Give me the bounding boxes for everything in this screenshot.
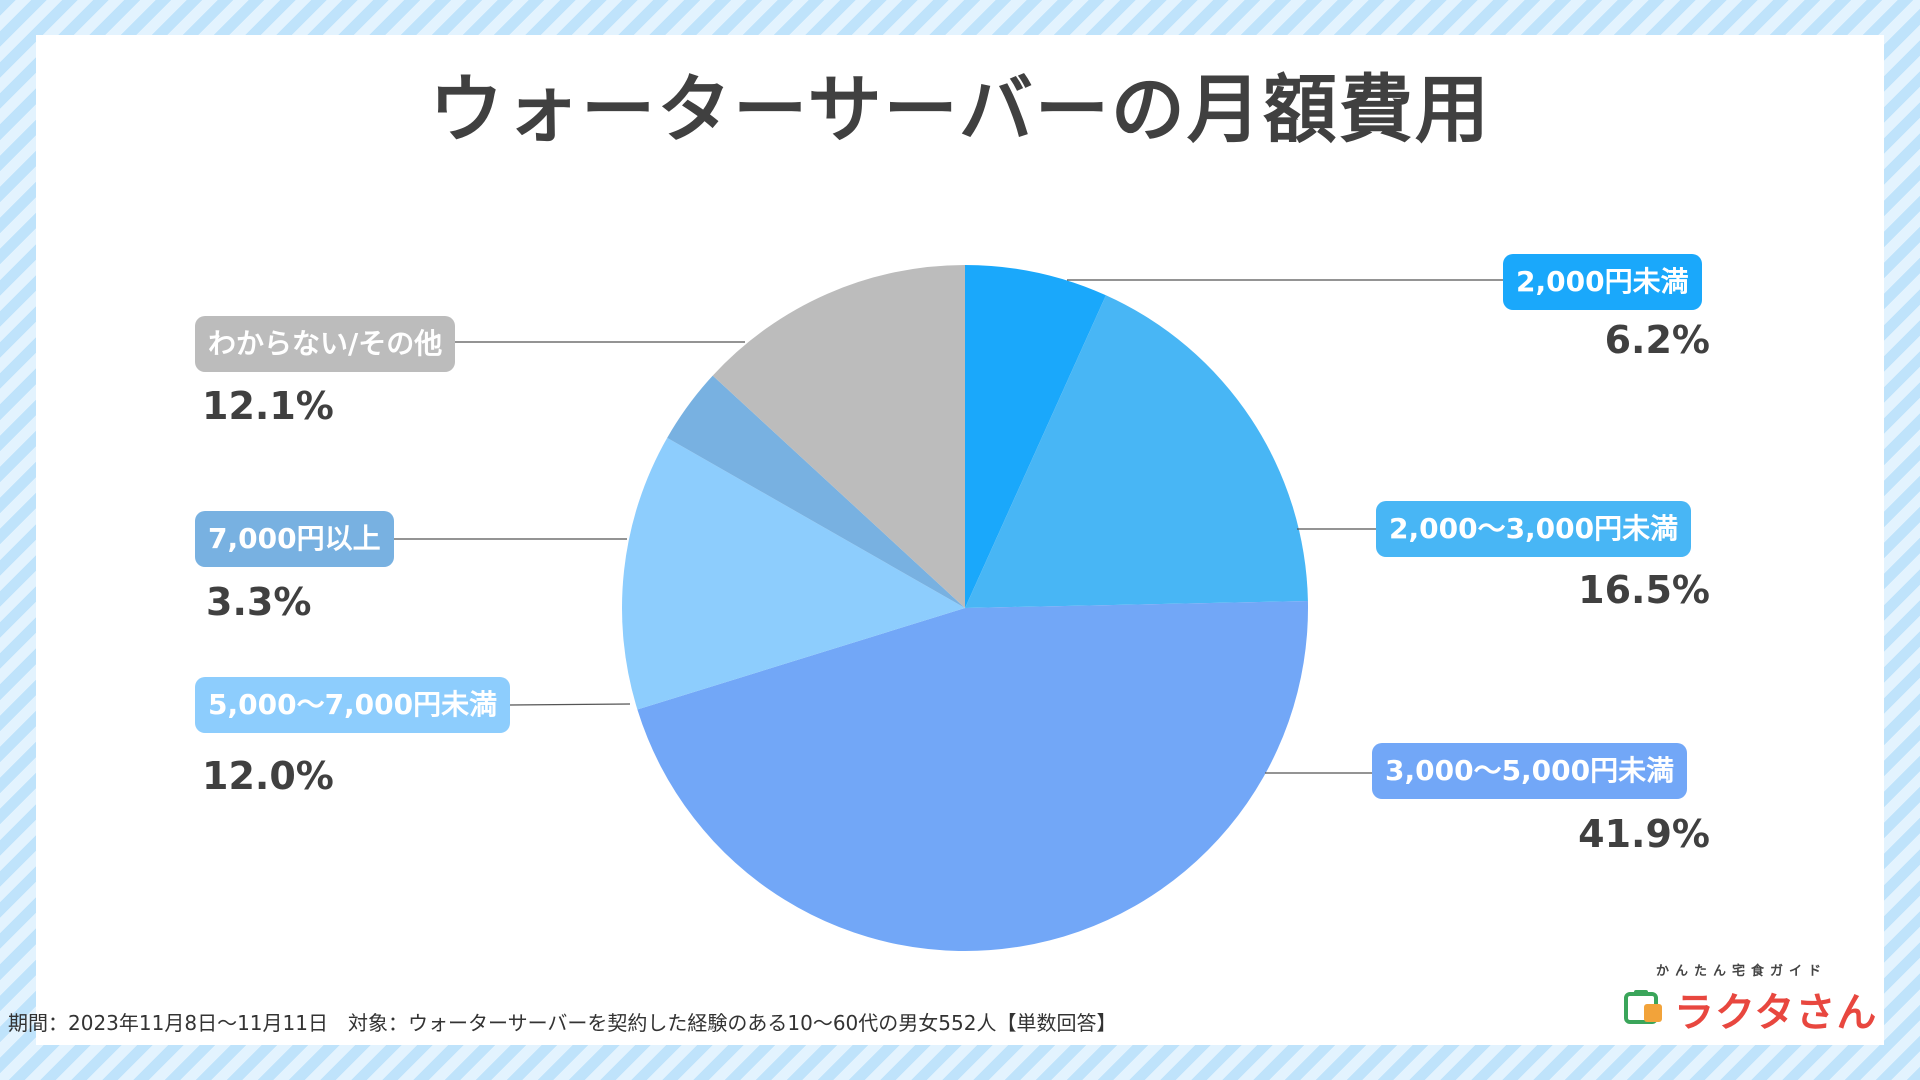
slice-value-2000-3000: 16.5% (1578, 568, 1710, 612)
logo-tagline: かんたん宅食ガイド (1656, 964, 1828, 979)
slice-label-unknown-other: わからない/その他 (195, 316, 456, 372)
logo-mark-icon (1624, 990, 1662, 1024)
brand-logo: かんたん宅食ガイド ラクタさん (1620, 960, 1880, 1036)
pie-slice-over-7000 (667, 375, 965, 608)
chart-title: ウォーターサーバーの月額費用 (429, 67, 1491, 153)
slice-label-over-7000: 7,000円以上 (195, 511, 394, 567)
slice-label-5000-7000: 5,000〜7,000円未満 (195, 677, 511, 733)
pie-slice-5000-7000 (622, 437, 965, 710)
slice-label-3000-5000: 3,000〜5,000円未満 (1372, 743, 1688, 799)
slice-value-unknown-other: 12.1% (202, 384, 334, 428)
slice-label-under-2000: 2,000円未満 (1503, 254, 1702, 310)
pie-slice-under-2000 (965, 265, 1106, 608)
pie-slice-3000-5000 (637, 600, 1308, 952)
pie-slice-unknown-other (712, 265, 965, 608)
leader-line-5000-7000 (509, 703, 631, 706)
survey-footnote: 期間：2023年11月8日〜11月11日 対象：ウォーターサーバーを契約した経験… (8, 1011, 1117, 1035)
slice-value-3000-5000: 41.9% (1578, 812, 1710, 856)
logo-name: ラクタさん (1674, 990, 1878, 1036)
slice-value-over-7000: 3.3% (206, 580, 312, 624)
slice-value-5000-7000: 12.0% (202, 754, 334, 798)
pie-slice-2000-3000 (965, 295, 1308, 608)
slice-label-2000-3000: 2,000〜3,000円未満 (1376, 501, 1692, 557)
slice-value-under-2000: 6.2% (1604, 318, 1710, 362)
